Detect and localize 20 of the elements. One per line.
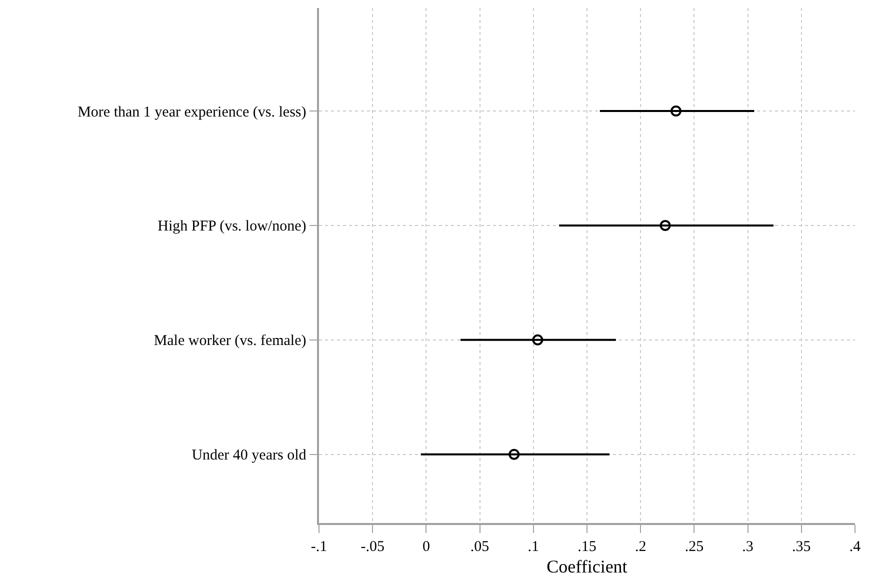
x-tick-label: .25 (684, 538, 704, 555)
y-tick-label: More than 1 year experience (vs. less) (78, 104, 306, 120)
point (670, 106, 682, 116)
x-tick-label: .2 (634, 538, 646, 555)
point (532, 334, 544, 346)
x-tick-label: -.05 (360, 538, 384, 555)
x-axis-title: Coefficient (546, 556, 628, 576)
x-tick-label: .15 (578, 538, 596, 555)
point (660, 220, 671, 231)
y-tick-label: Under 40 years old (192, 448, 307, 464)
x-tick-label: -.1 (310, 538, 328, 555)
x-tick-label: .3 (742, 538, 754, 555)
y-tick-label: High PFP (vs. low/none) (158, 218, 306, 235)
x-tick-label: .05 (470, 538, 490, 555)
x-tick-label: .35 (792, 538, 811, 555)
x-tick-label: 0 (422, 538, 430, 555)
point (508, 448, 520, 460)
y-tick-label: Male worker (vs. female) (154, 333, 306, 350)
x-tick-label: .4 (849, 538, 862, 555)
x-tick-label: .1 (528, 538, 540, 555)
